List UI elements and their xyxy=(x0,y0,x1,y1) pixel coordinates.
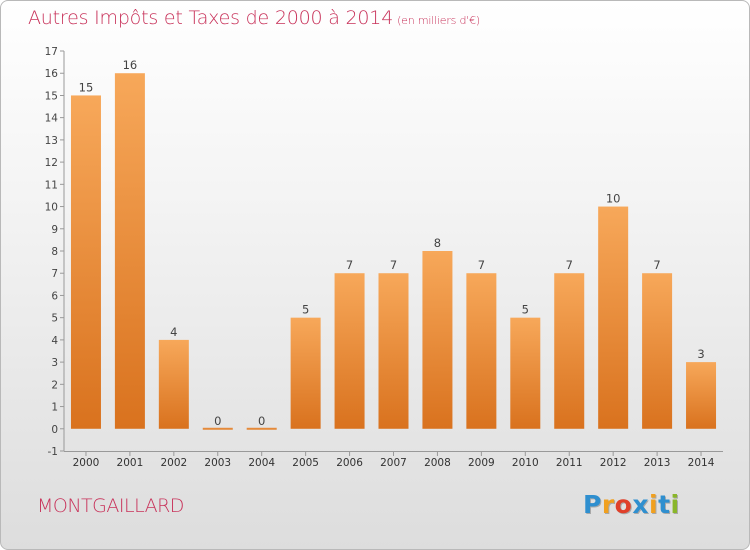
chart-value-labels: 15 16 4 0 0 5 7 7 8 7 5 7 10 7 3 xyxy=(79,58,705,428)
value-label-2006: 7 xyxy=(346,258,353,272)
value-label-2005: 5 xyxy=(302,303,309,317)
y-tick-label: 11 xyxy=(45,179,58,191)
y-tick-label: 12 xyxy=(45,157,58,169)
x-tick-label-2006: 2006 xyxy=(336,457,363,469)
place-name: MONTGAILLARD xyxy=(37,495,184,517)
value-label-2008: 8 xyxy=(434,236,441,250)
bar-2005 xyxy=(290,317,321,429)
value-label-2010: 5 xyxy=(522,303,529,317)
value-label-2014: 3 xyxy=(697,347,704,361)
x-tick-label-2010: 2010 xyxy=(512,457,539,469)
logo-letter: t xyxy=(658,490,671,519)
y-tick-label: 0 xyxy=(51,424,58,436)
x-tick-label-2005: 2005 xyxy=(292,457,319,469)
bar-2009 xyxy=(466,273,497,429)
bar-2006 xyxy=(334,273,365,429)
value-label-2002: 4 xyxy=(170,325,177,339)
logo-letter: x xyxy=(632,490,649,519)
y-tick-label: 9 xyxy=(51,224,58,236)
y-tick-label: 4 xyxy=(51,335,58,347)
x-tick-label-2009: 2009 xyxy=(468,457,495,469)
x-tick-label-2013: 2013 xyxy=(644,457,671,469)
value-label-2009: 7 xyxy=(478,258,485,272)
y-tick-label: -1 xyxy=(48,446,58,458)
bar-2004 xyxy=(246,427,277,430)
bar-2002 xyxy=(158,339,189,429)
x-tick-label-2000: 2000 xyxy=(73,457,100,469)
x-tick-label-2004: 2004 xyxy=(248,457,275,469)
bar-2007 xyxy=(378,273,409,429)
bar-2014 xyxy=(686,362,717,429)
logo-letter: P xyxy=(583,490,602,519)
bar-2003 xyxy=(202,427,233,430)
chart-title: Autres Impôts et Taxes de 2000 à 2014 (en… xyxy=(28,7,480,29)
bar-2011 xyxy=(554,273,585,429)
y-tick-label: 6 xyxy=(51,290,58,302)
value-label-2004: 0 xyxy=(258,414,265,428)
y-tick-label: 2 xyxy=(51,379,58,391)
x-tick-label-2014: 2014 xyxy=(688,457,715,469)
bar-2008 xyxy=(422,251,453,429)
y-tick-label: 3 xyxy=(51,357,58,369)
bar-2001 xyxy=(114,73,145,429)
x-tick-label-2008: 2008 xyxy=(424,457,451,469)
bar-2012 xyxy=(598,206,629,429)
y-tick-label: 16 xyxy=(45,68,59,80)
x-tick-label-2012: 2012 xyxy=(600,457,627,469)
y-tick-label: 1 xyxy=(51,402,58,414)
logo-letter: r xyxy=(601,490,615,519)
bar-2013 xyxy=(642,273,673,429)
value-label-2001: 16 xyxy=(123,58,138,72)
y-tick-label: 14 xyxy=(45,113,59,125)
y-tick-label: 13 xyxy=(45,135,58,147)
y-tick-label: 5 xyxy=(51,313,58,325)
logo-letter: i xyxy=(649,490,659,519)
x-tick-label-2007: 2007 xyxy=(380,457,407,469)
proxiti-logo: Proxiti xyxy=(583,490,680,519)
y-tick-label: 7 xyxy=(51,268,58,280)
x-tick-label-2002: 2002 xyxy=(160,457,187,469)
logo-letter: i xyxy=(670,490,680,519)
x-tick-label-2011: 2011 xyxy=(556,457,583,469)
title-text: Autres Impôts et Taxes de 2000 à 2014 xyxy=(28,7,394,29)
value-label-2000: 15 xyxy=(79,80,94,94)
value-label-2013: 7 xyxy=(653,258,660,272)
bar-2000 xyxy=(70,95,101,429)
x-tick-label-2001: 2001 xyxy=(117,457,144,469)
value-label-2003: 0 xyxy=(214,414,221,428)
y-tick-label: 10 xyxy=(45,202,58,214)
chart-subtitle: (en milliers d'€) xyxy=(397,14,480,27)
chart-bars xyxy=(70,73,717,430)
value-label-2007: 7 xyxy=(390,258,397,272)
y-tick-label: 17 xyxy=(45,46,58,58)
y-tick-label: 15 xyxy=(45,90,58,102)
logo-letter: o xyxy=(614,490,633,519)
x-tick-label-2003: 2003 xyxy=(204,457,231,469)
value-label-2012: 10 xyxy=(606,192,621,206)
value-label-2011: 7 xyxy=(566,258,573,272)
y-tick-label: 8 xyxy=(51,246,58,258)
bar-2010 xyxy=(510,317,541,429)
